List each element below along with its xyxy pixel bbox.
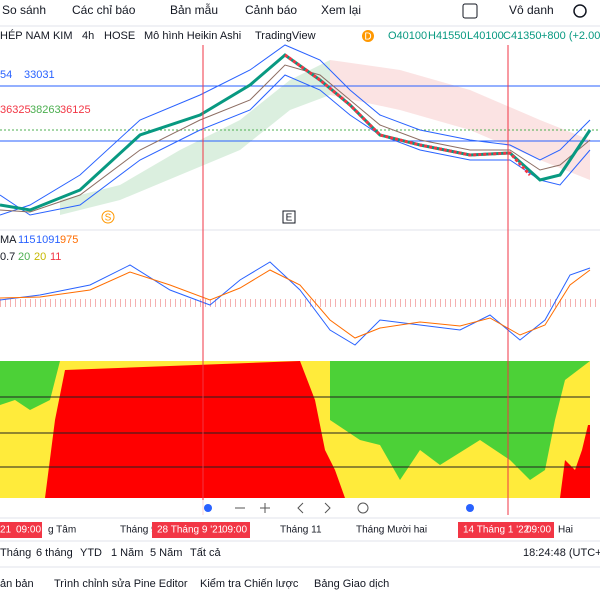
time-label: Tháng 9 bbox=[120, 525, 157, 536]
toolbar bbox=[0, 0, 600, 26]
time-highlight bbox=[458, 522, 554, 538]
indicators-button[interactable]: Các chỉ báo bbox=[72, 3, 136, 17]
legend-value: 975 bbox=[60, 234, 78, 246]
tab[interactable]: Kiểm tra Chiến lược bbox=[200, 578, 299, 590]
time-label: 14 Tháng 1 '22 bbox=[463, 525, 530, 536]
legend-value: 115 bbox=[18, 234, 36, 246]
nav-bar bbox=[195, 500, 485, 516]
high: H41550 bbox=[428, 30, 467, 42]
time-label: Hai bbox=[558, 525, 573, 536]
cloud bbox=[330, 60, 590, 180]
settings-icon[interactable] bbox=[573, 4, 587, 18]
zone bbox=[560, 425, 590, 498]
change: +800 (+2.00%) bbox=[541, 30, 600, 42]
signal-line bbox=[0, 269, 591, 339]
source: TradingView bbox=[255, 30, 316, 42]
marker-text: S bbox=[105, 213, 112, 224]
tab-bar bbox=[0, 567, 600, 600]
close: C41350 bbox=[503, 30, 542, 42]
handle[interactable] bbox=[466, 504, 474, 512]
exchange: HOSE bbox=[104, 30, 135, 42]
open: O40100 bbox=[388, 30, 427, 42]
low: L40100 bbox=[467, 30, 504, 42]
symbol: HÉP NAM KIM bbox=[0, 29, 73, 42]
range-button[interactable]: YTD bbox=[80, 547, 102, 559]
reset[interactable] bbox=[357, 502, 369, 514]
templates-button[interactable]: Bản mẫu bbox=[170, 2, 218, 17]
chart-style: Mô hình Heikin Ashi bbox=[144, 30, 241, 42]
badge-text: D bbox=[364, 32, 371, 43]
time-label: 28 Tháng 9 '21 bbox=[157, 525, 224, 536]
time-label: Tháng Mười hai bbox=[356, 525, 427, 536]
time-label: 09:00 bbox=[526, 525, 551, 536]
time-label: g Tâm bbox=[48, 525, 76, 536]
marker[interactable] bbox=[282, 210, 296, 224]
legend-value: 54 bbox=[0, 69, 12, 81]
time-highlight bbox=[152, 522, 250, 538]
range-button[interactable]: Tất cả bbox=[190, 547, 221, 559]
tab[interactable]: Bảng Giao dịch bbox=[314, 578, 389, 590]
time-label: 09:00 bbox=[222, 525, 247, 536]
macd-line bbox=[0, 261, 591, 346]
fullscreen-icon[interactable] bbox=[462, 3, 478, 19]
handle[interactable] bbox=[204, 504, 212, 512]
compare-button[interactable]: So sánh bbox=[2, 3, 46, 17]
replay-button[interactable]: Xem lại bbox=[321, 3, 361, 17]
legend-value: MA bbox=[0, 234, 17, 246]
price-line bbox=[284, 53, 532, 177]
time-label: Tháng 11 bbox=[280, 525, 322, 536]
legend-value: 11 bbox=[50, 251, 61, 263]
range-button[interactable]: 1 Năm bbox=[111, 547, 143, 559]
legend-value: 38263 bbox=[30, 104, 61, 116]
tab[interactable]: Trình chỉnh sửa Pine Editor bbox=[54, 578, 188, 590]
legend-value: 36125 bbox=[60, 104, 91, 116]
time-label: 09:00 bbox=[16, 525, 41, 536]
band-line bbox=[0, 44, 591, 216]
range-button[interactable]: Tháng bbox=[0, 547, 31, 559]
scroll[interactable] bbox=[297, 502, 331, 514]
legend-value: 36325 bbox=[0, 104, 31, 116]
badge bbox=[362, 30, 374, 42]
marker-text: E bbox=[286, 213, 293, 224]
zone bbox=[0, 361, 60, 410]
legend-value: 20 bbox=[34, 251, 46, 263]
time-highlight bbox=[0, 522, 42, 538]
legend-value: 0.7 bbox=[0, 251, 15, 263]
clock: 18:24:48 (UTC+7 bbox=[523, 547, 600, 559]
range-button[interactable]: 5 Năm bbox=[150, 547, 182, 559]
zone bbox=[45, 361, 345, 498]
cloud bbox=[60, 60, 330, 215]
alerts-button[interactable]: Cảnh báo bbox=[245, 3, 297, 17]
zone bbox=[0, 361, 590, 480]
layout-name[interactable]: Vô danh bbox=[509, 3, 554, 17]
zoom-in[interactable] bbox=[260, 503, 270, 513]
time-label: 21 bbox=[0, 525, 12, 536]
legend-value: 1091 bbox=[36, 234, 60, 246]
range-button[interactable]: 6 tháng bbox=[36, 547, 73, 559]
legend-value: 33031 bbox=[24, 69, 55, 81]
marker[interactable] bbox=[101, 210, 115, 224]
legend-value: 20 bbox=[18, 251, 30, 263]
band-line bbox=[0, 74, 591, 216]
tab[interactable]: ản bản bbox=[0, 578, 34, 590]
ma-line bbox=[0, 64, 591, 213]
interval: 4h bbox=[82, 30, 94, 42]
